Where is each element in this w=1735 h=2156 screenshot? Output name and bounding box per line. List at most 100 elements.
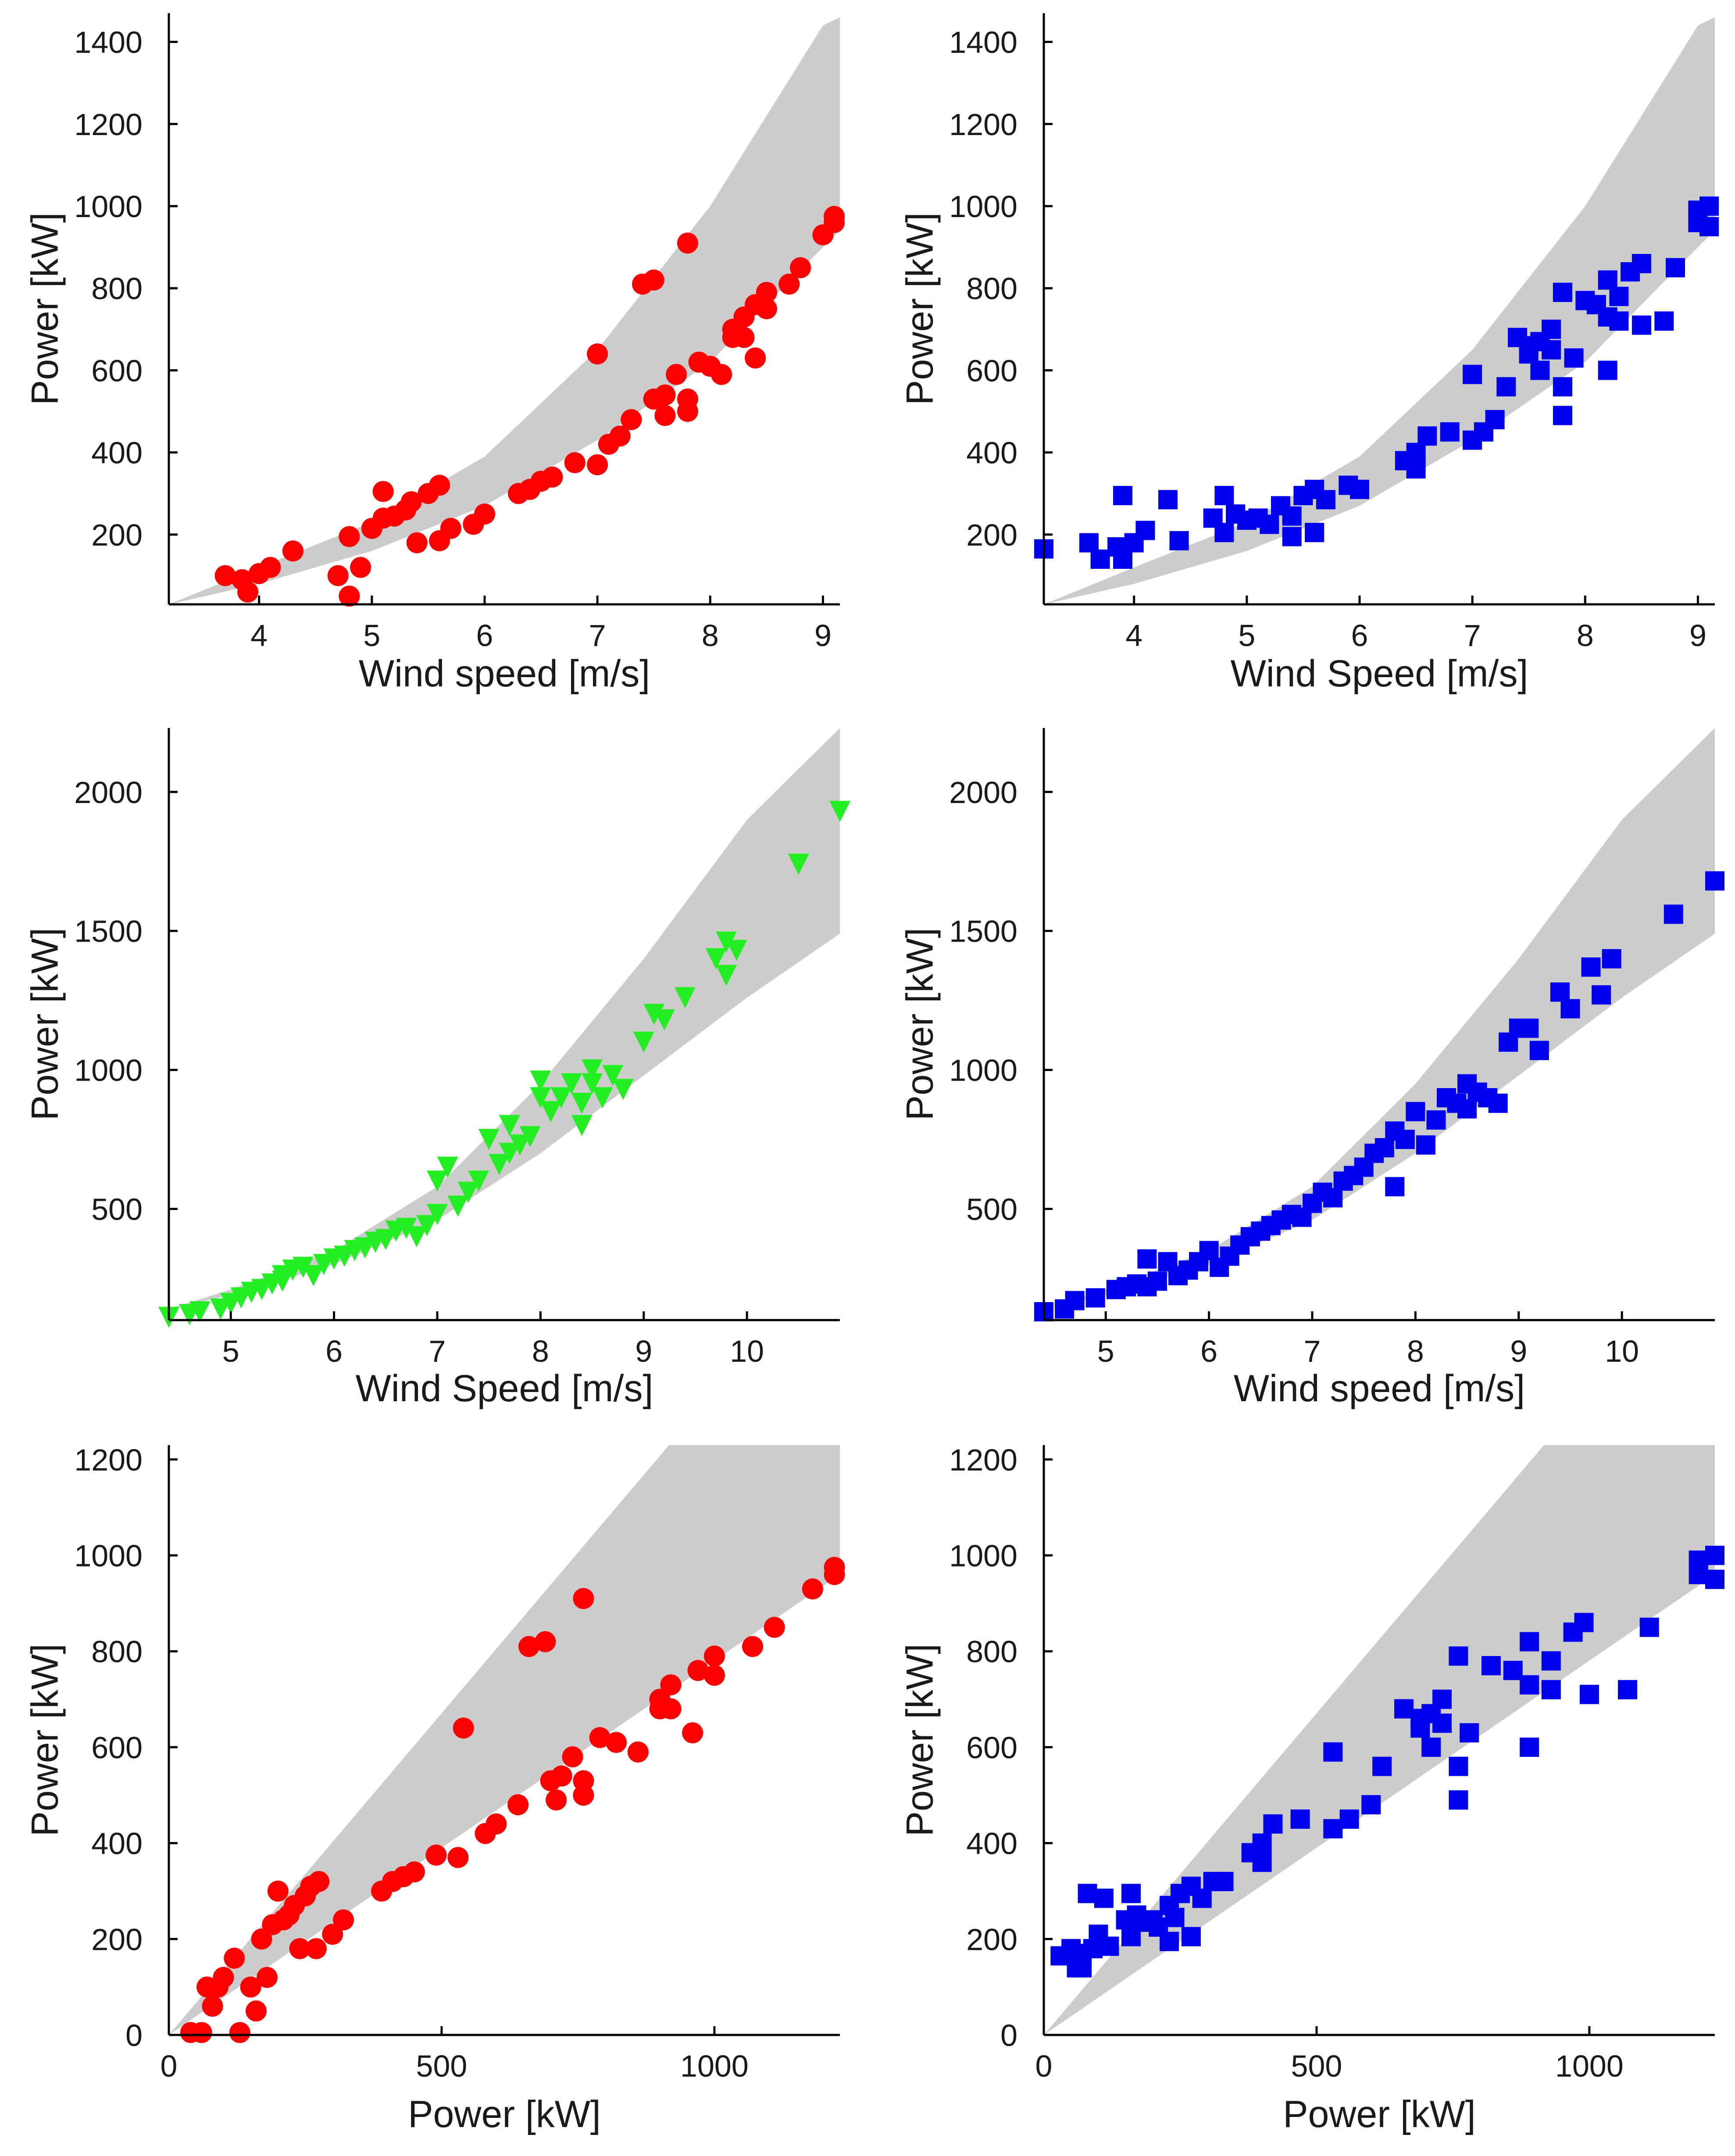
data-point [1395, 1130, 1415, 1149]
data-point [429, 475, 450, 496]
y-tick-label: 600 [91, 1731, 143, 1765]
x-tick-label: 5 [363, 618, 380, 653]
data-point [229, 2022, 250, 2043]
data-point [260, 557, 281, 578]
data-point [1113, 485, 1132, 505]
data-point [1503, 1660, 1523, 1680]
data-point [214, 565, 236, 586]
data-point [224, 1948, 245, 1969]
y-axis-label: Power [kW] [24, 928, 66, 1121]
data-point [1305, 523, 1324, 543]
confidence-band [169, 1445, 840, 2035]
data-point [1421, 1737, 1441, 1757]
x-axis-label: Wind Speed [m/s] [1231, 653, 1528, 695]
data-point [322, 1924, 343, 1945]
data-point [1181, 1927, 1201, 1946]
data-point [1323, 1742, 1343, 1762]
data-point [716, 965, 737, 986]
data-point [1440, 422, 1460, 442]
y-tick-label: 800 [91, 1635, 143, 1669]
panel-middle-right-wind-speed-scatter: 500 1000 1500 2000 5 6 7 8 9 10 Wind speed [m/s] Po… [899, 728, 1724, 1410]
data-point [191, 2022, 212, 2043]
x-tick-label: 4 [250, 618, 268, 653]
data-point [1432, 1689, 1452, 1709]
y-tick-label: 200 [966, 518, 1017, 552]
data-point [1406, 459, 1426, 479]
data-point [1449, 1790, 1468, 1810]
data-point [1416, 1135, 1435, 1155]
x-tick-label: 5 [222, 1334, 239, 1368]
data-point [213, 1967, 234, 1988]
data-point [1592, 985, 1611, 1005]
data-point [1263, 1814, 1283, 1834]
data-point [1463, 364, 1482, 384]
data-point [406, 532, 428, 553]
data-point [587, 454, 608, 475]
y-tick-label: 0 [125, 2018, 143, 2052]
x-tick-label: 6 [1200, 1334, 1217, 1368]
data-point [602, 1065, 624, 1086]
x-tick-label: 5 [1238, 618, 1255, 653]
data-point [1290, 1809, 1310, 1829]
data-point [308, 1871, 330, 1892]
y-axis-label: Power [kW] [24, 1644, 66, 1837]
data-point [1361, 1795, 1381, 1815]
data-point [1705, 1570, 1724, 1589]
y-tick-label: 1000 [74, 1539, 143, 1573]
data-point [1574, 1613, 1594, 1632]
data-point [1488, 1093, 1508, 1113]
y-tick-label: 1200 [949, 107, 1017, 142]
data-point [1457, 1099, 1477, 1119]
y-tick-label: 400 [966, 436, 1017, 470]
data-point [1460, 1723, 1479, 1743]
y-tick-label: 400 [91, 1827, 143, 1861]
x-tick-label: 9 [814, 618, 832, 653]
data-point [1252, 1853, 1272, 1872]
data-point [1541, 1680, 1561, 1699]
data-point [756, 298, 777, 319]
data-point [1482, 1656, 1501, 1675]
data-point [489, 1154, 510, 1175]
data-point [643, 1003, 665, 1025]
data-point [1090, 550, 1110, 569]
data-point [703, 1646, 725, 1667]
data-point [1158, 490, 1178, 510]
data-point [742, 1636, 763, 1657]
data-point [1699, 196, 1719, 216]
data-point [1282, 506, 1302, 526]
data-point [1581, 957, 1601, 977]
data-point [802, 1578, 823, 1599]
data-point [687, 1660, 709, 1681]
y-tick-label: 500 [966, 1192, 1017, 1226]
data-point [237, 581, 258, 603]
data-point [1214, 523, 1234, 543]
data-point [726, 940, 747, 961]
data-point [406, 1226, 427, 1247]
data-point [1374, 1138, 1394, 1157]
data-point [1372, 1756, 1392, 1776]
data-point [1609, 311, 1629, 331]
data-point [519, 1126, 541, 1147]
y-tick-label: 1400 [949, 25, 1017, 60]
data-point [621, 409, 642, 430]
data-point [542, 466, 563, 488]
data-point [189, 1301, 211, 1322]
data-point [592, 1087, 613, 1108]
data-point [612, 1078, 634, 1100]
data-point [400, 491, 422, 512]
data-point [703, 1664, 725, 1686]
data-point [788, 853, 809, 875]
data-point [1542, 340, 1561, 360]
x-tick-label: 5 [1097, 1334, 1114, 1368]
data-point [674, 987, 696, 1008]
data-point [530, 1087, 551, 1108]
data-point [305, 1938, 327, 1960]
data-point [1339, 1809, 1359, 1829]
data-point [1631, 315, 1651, 335]
x-tick-label: 7 [1464, 618, 1481, 653]
data-point [507, 1794, 529, 1816]
data-point [1350, 479, 1369, 499]
data-point [1520, 1737, 1539, 1757]
data-point [745, 347, 766, 369]
y-tick-label: 600 [91, 353, 143, 388]
